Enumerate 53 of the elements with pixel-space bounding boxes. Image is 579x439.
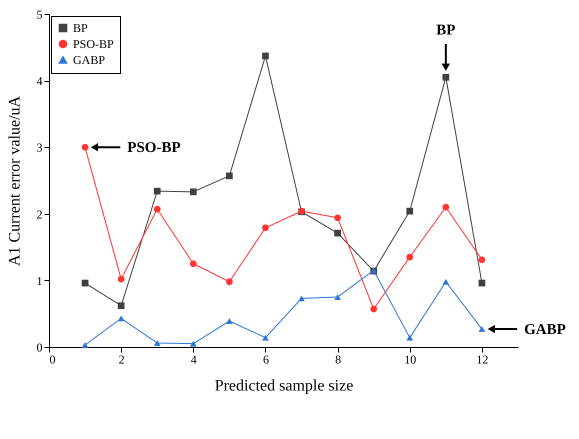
point	[226, 278, 233, 286]
point	[262, 224, 269, 232]
point	[190, 260, 197, 268]
point	[190, 340, 197, 347]
point	[82, 342, 88, 348]
y-tick-label: 1	[36, 274, 42, 288]
annotation: GABP	[524, 322, 566, 338]
point	[226, 318, 233, 324]
annotation: BP	[436, 22, 456, 38]
y-axis-title: A1 Current error value/uA	[6, 95, 24, 266]
point	[334, 214, 341, 222]
y-tick-label: 5	[36, 8, 42, 22]
point	[442, 278, 450, 285]
x-tick-label: 4	[190, 352, 197, 366]
point	[226, 172, 233, 180]
x-tick-label: 2	[118, 352, 125, 366]
point	[118, 302, 125, 310]
x-tick-label: 8	[335, 352, 342, 366]
point	[442, 74, 450, 81]
x-axis-title: Predicted sample size	[214, 378, 354, 394]
point	[82, 280, 88, 286]
legend-label: GABP	[73, 53, 106, 67]
annotation: PSO-BP	[127, 140, 181, 156]
x-tick-label: 12	[476, 352, 488, 366]
point	[190, 188, 197, 196]
point	[118, 276, 125, 282]
point	[442, 204, 450, 210]
point	[154, 340, 161, 346]
y-tick-label: 3	[36, 140, 42, 155]
x-tick-label: 0	[50, 352, 56, 366]
x-tick-label: 10	[404, 352, 416, 366]
legend-label: BP	[73, 21, 88, 35]
point	[262, 52, 269, 60]
point	[370, 306, 378, 312]
point	[154, 206, 161, 212]
point	[82, 144, 88, 151]
point	[478, 256, 486, 264]
point	[406, 254, 414, 260]
y-tick-label: 2	[36, 207, 42, 222]
point	[406, 334, 414, 341]
point	[478, 326, 486, 332]
point	[262, 334, 269, 341]
y-tick-label: 4	[36, 74, 42, 88]
point	[334, 230, 341, 236]
point	[154, 188, 161, 195]
point	[334, 294, 341, 300]
point	[298, 295, 305, 302]
legend-label: PSO-BP	[73, 37, 114, 51]
point	[406, 208, 414, 214]
point	[118, 315, 125, 322]
x-tick-label: 6	[262, 352, 269, 366]
point	[478, 280, 486, 286]
y-tick-label: 0	[36, 340, 42, 354]
